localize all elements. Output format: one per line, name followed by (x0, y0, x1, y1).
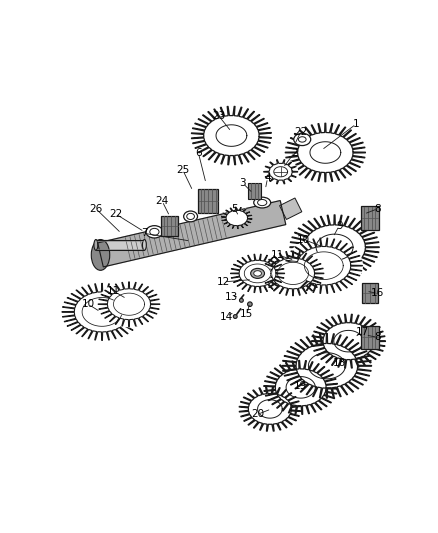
Ellipse shape (258, 199, 267, 206)
Text: 17: 17 (356, 327, 369, 337)
Polygon shape (222, 207, 252, 229)
Bar (247, 182, 261, 199)
Ellipse shape (298, 137, 306, 142)
Bar (361, 206, 379, 230)
Polygon shape (98, 282, 160, 327)
Text: 3: 3 (240, 179, 246, 188)
Polygon shape (264, 360, 338, 414)
Text: 22: 22 (294, 127, 307, 137)
Polygon shape (274, 167, 288, 177)
Text: 13: 13 (225, 292, 238, 302)
Text: 20: 20 (251, 409, 264, 419)
Polygon shape (264, 160, 297, 184)
Text: 10: 10 (81, 299, 95, 309)
Polygon shape (98, 200, 286, 267)
Polygon shape (191, 107, 272, 165)
Ellipse shape (150, 228, 159, 235)
Bar (161, 216, 178, 236)
Text: 24: 24 (155, 196, 169, 206)
Polygon shape (113, 293, 145, 316)
Ellipse shape (94, 239, 98, 251)
Ellipse shape (247, 302, 252, 306)
Polygon shape (62, 284, 142, 341)
Polygon shape (82, 297, 122, 326)
Text: 6: 6 (195, 148, 201, 158)
Ellipse shape (254, 197, 271, 208)
Text: 7: 7 (141, 228, 148, 238)
Text: 14: 14 (220, 311, 233, 321)
Polygon shape (285, 238, 362, 293)
Bar (361, 326, 379, 349)
Text: 2: 2 (291, 148, 298, 158)
Text: 23: 23 (212, 111, 226, 122)
Bar (362, 284, 378, 303)
Text: 22: 22 (109, 209, 123, 219)
Text: 1: 1 (353, 119, 360, 129)
Text: 26: 26 (89, 204, 102, 214)
Text: 15: 15 (240, 309, 254, 319)
Text: 25: 25 (176, 165, 190, 175)
Bar (198, 189, 218, 213)
Ellipse shape (142, 239, 146, 251)
Text: 18: 18 (332, 358, 346, 368)
Polygon shape (290, 215, 379, 280)
Ellipse shape (240, 298, 244, 302)
Text: 9: 9 (336, 221, 343, 231)
Polygon shape (285, 238, 362, 294)
Ellipse shape (294, 133, 311, 146)
Polygon shape (262, 251, 324, 296)
Ellipse shape (254, 271, 261, 276)
Text: 19: 19 (294, 381, 307, 391)
Polygon shape (264, 159, 298, 184)
Polygon shape (278, 262, 308, 285)
Text: 4: 4 (264, 173, 271, 183)
Polygon shape (231, 254, 285, 293)
Text: 10: 10 (297, 235, 311, 245)
Ellipse shape (146, 225, 163, 238)
Text: 11: 11 (107, 286, 120, 296)
Polygon shape (231, 254, 285, 293)
Ellipse shape (251, 269, 265, 278)
Polygon shape (282, 334, 371, 398)
Text: 11: 11 (271, 250, 284, 260)
Polygon shape (239, 386, 300, 431)
Polygon shape (279, 198, 302, 220)
Text: 8: 8 (374, 204, 381, 214)
Ellipse shape (91, 239, 110, 270)
Text: 8: 8 (374, 332, 381, 342)
Polygon shape (62, 284, 142, 341)
Text: 5: 5 (231, 204, 238, 214)
Polygon shape (311, 314, 385, 368)
Polygon shape (262, 251, 324, 296)
Polygon shape (96, 239, 145, 251)
Text: 16: 16 (371, 288, 384, 298)
Ellipse shape (184, 211, 198, 222)
Ellipse shape (233, 314, 237, 318)
Ellipse shape (187, 213, 194, 220)
Polygon shape (244, 264, 271, 283)
Polygon shape (285, 123, 365, 182)
Text: 12: 12 (217, 277, 230, 287)
Polygon shape (98, 282, 160, 327)
Polygon shape (304, 252, 343, 280)
